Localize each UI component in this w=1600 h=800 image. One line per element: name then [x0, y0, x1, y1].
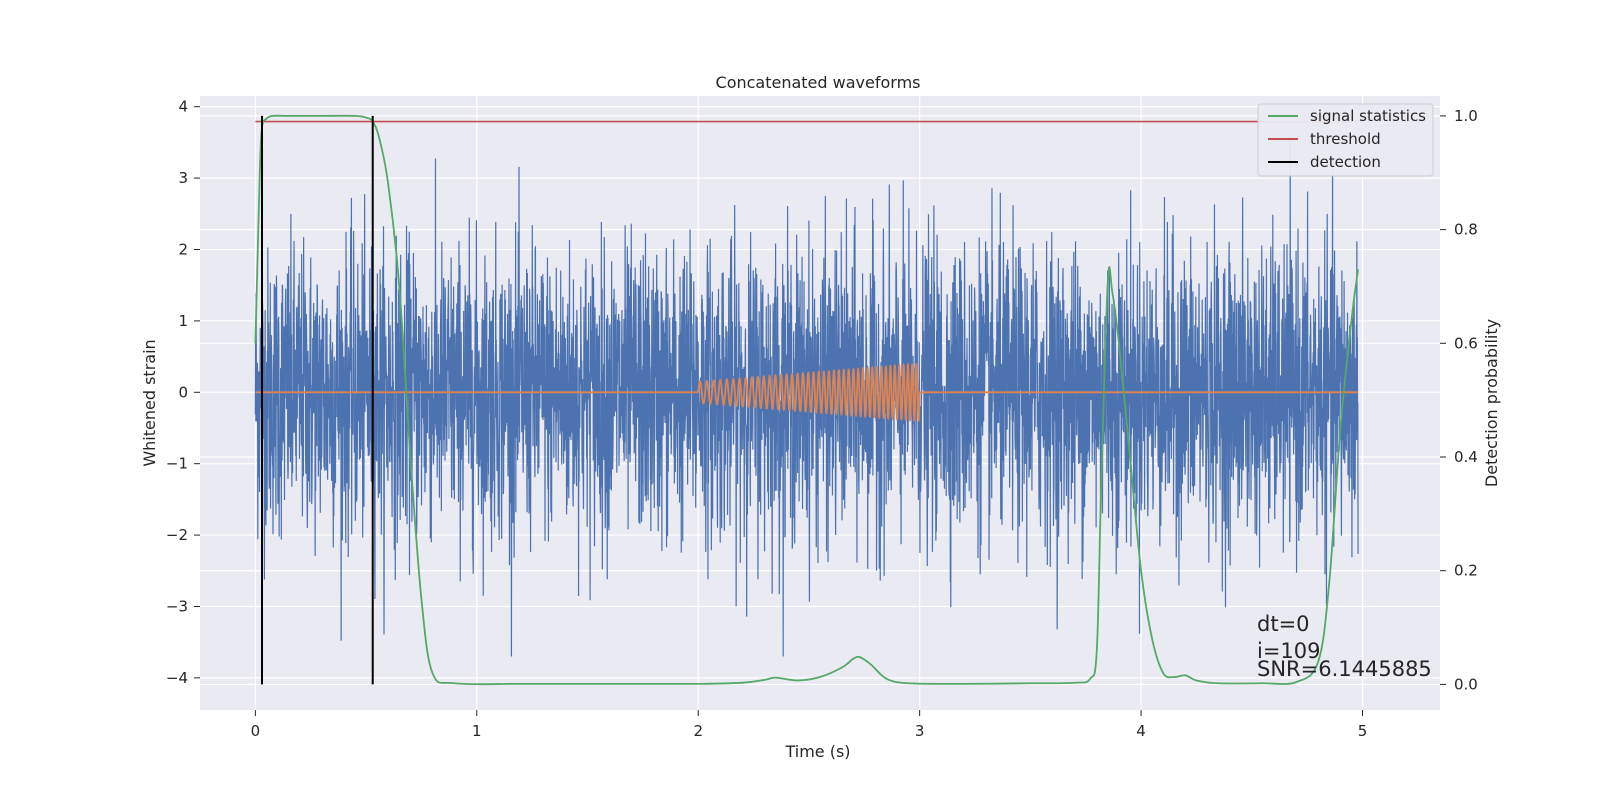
x-axis-label: Time (s)	[784, 742, 850, 761]
x-tick-label-2: 2	[693, 722, 703, 740]
y-right-tick-label-2: 0.4	[1454, 448, 1478, 466]
annotations: dt=0 i=109 SNR=6.1445885	[1257, 612, 1432, 681]
y-tick-label-7: 3	[178, 169, 188, 187]
y-axis-right-label: Detection probability	[1482, 319, 1501, 487]
signal-statistics-line	[254, 114, 1359, 686]
annotation-snr: SNR=6.1445885	[1257, 657, 1432, 681]
legend: signal statistics threshold detection	[1257, 103, 1434, 177]
y-right-tick-label-4: 0.8	[1454, 221, 1478, 239]
legend-label-threshold: threshold	[1310, 130, 1381, 148]
y-tick-label-8: 4	[178, 98, 188, 116]
y-tick-label-1: −3	[166, 597, 188, 615]
y-right-tick-label-3: 0.6	[1454, 334, 1478, 352]
y-tick-label-0: −4	[166, 669, 188, 687]
plot-series	[254, 114, 1359, 686]
noise-series-line	[254, 137, 1359, 657]
y-right-tick-label-1: 0.2	[1454, 562, 1478, 580]
y-right-tick-label-0: 0.0	[1454, 675, 1478, 693]
annotation-dt: dt=0	[1257, 612, 1310, 636]
chart-title: Concatenated waveforms	[716, 73, 921, 92]
y-tick-label-2: −2	[166, 526, 188, 544]
x-tick-label-0: 0	[251, 722, 261, 740]
legend-label-signal-statistics: signal statistics	[1310, 107, 1426, 125]
annotation-index: i=109	[1257, 639, 1321, 663]
y-tick-label-5: 1	[178, 312, 188, 330]
legend-box	[1257, 103, 1434, 177]
y-tick-label-3: −1	[166, 455, 188, 473]
x-tick-label-4: 4	[1136, 722, 1146, 740]
ticks: 0 1 2 3 4 5 −4 −3 −2 −1 0 1 2 3 4 0.0 0.2 0.4 0.6 0.8 1.0	[166, 98, 1478, 740]
legend-label-detection: detection	[1310, 153, 1381, 171]
y-tick-label-4: 0	[178, 383, 188, 401]
y-tick-label-6: 2	[178, 241, 188, 259]
y-right-tick-label-5: 1.0	[1454, 107, 1478, 125]
detection-lines	[261, 115, 374, 685]
x-tick-label-5: 5	[1358, 722, 1368, 740]
y-axis-label: Whitened strain	[140, 339, 159, 466]
x-tick-label-1: 1	[472, 722, 482, 740]
template-series-line	[255, 362, 1359, 423]
x-tick-label-3: 3	[915, 722, 925, 740]
